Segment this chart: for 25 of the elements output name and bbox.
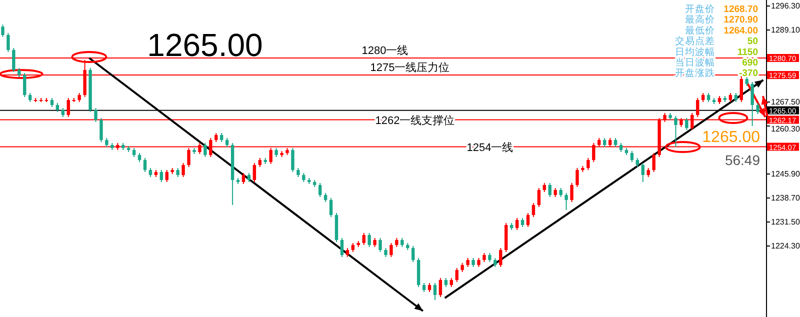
annotation: 1275一线压力位 — [370, 61, 450, 74]
annotation: 56:49 — [724, 152, 760, 168]
y-tick-label: 1238.70 — [771, 194, 800, 202]
text: 开盘价 — [685, 4, 715, 15]
y-tick-label: 1267.50 — [771, 98, 800, 106]
y-tick-label: 1224.30 — [771, 242, 800, 250]
y-tick-label: 1231.50 — [771, 218, 800, 226]
annotation: 1280一线 — [362, 44, 408, 57]
text: 最低价 — [685, 25, 715, 36]
text: 50 — [747, 36, 758, 48]
text: 1265.00 — [147, 27, 263, 63]
y-tick-label: 1245.90 — [771, 170, 800, 178]
text: 1268.70 — [724, 4, 758, 15]
y-tick-label: 1260.30 — [771, 124, 800, 134]
text: 1264.00 — [724, 25, 758, 36]
text: 当日波幅 — [675, 58, 715, 68]
text: 最高价 — [685, 14, 715, 26]
y-tick-label: 1289.10 — [771, 26, 800, 34]
text: 交易点差 — [675, 36, 715, 48]
text: 690 — [742, 58, 758, 68]
annotation: 1265.00 — [702, 129, 760, 146]
text: 1150 — [737, 46, 758, 58]
text: 1270.90 — [724, 14, 758, 26]
text: 日均波幅 — [675, 46, 715, 58]
y-tick-label: 1296.30 — [771, 2, 800, 10]
